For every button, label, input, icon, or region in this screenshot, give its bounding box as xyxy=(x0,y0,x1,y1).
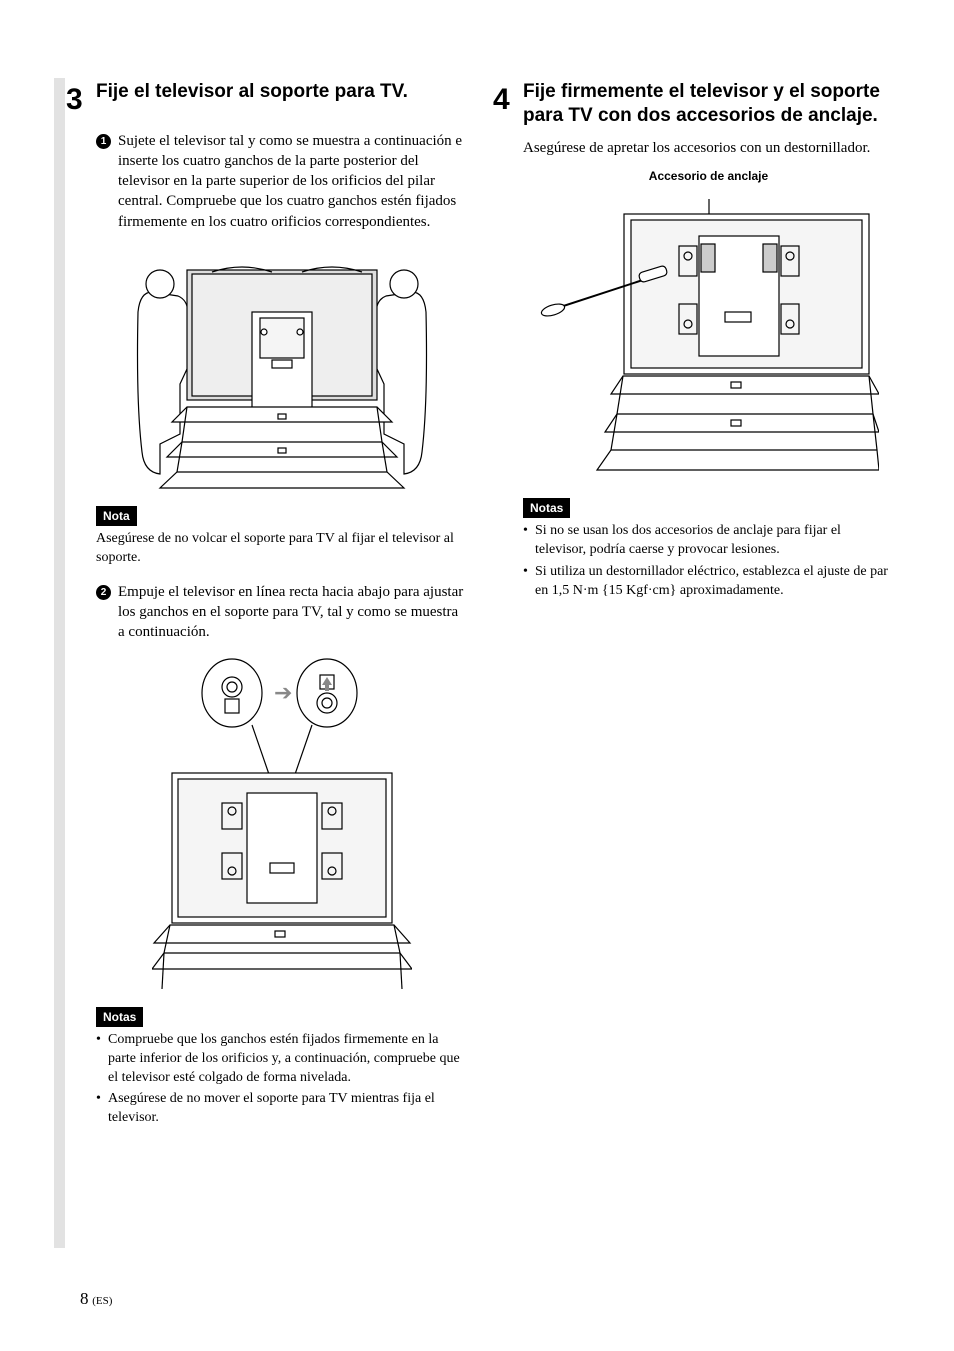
nota-text-1: Asegúrese de no volcar el soporte para T… xyxy=(96,530,467,568)
list-item: Si utiliza un destornillador eléctrico, … xyxy=(523,563,894,601)
step-3-header: 3 Fije el televisor al soporte para TV. xyxy=(80,80,467,121)
notas-list-right: Si no se usan los dos accesorios de ancl… xyxy=(523,522,894,601)
step-number-3: 3 xyxy=(66,80,96,121)
step-4-title: Fije firmemente el televisor y el soport… xyxy=(523,80,894,128)
step-4-para: Asegúrese de apretar los accesorios con … xyxy=(523,138,894,158)
substep-num-icon: 2 xyxy=(96,585,111,600)
substep-3-2: 2 Empuje el televisor en línea recta hac… xyxy=(96,582,467,643)
step-3-title: Fije el televisor al soporte para TV. xyxy=(96,80,408,121)
step-4-body: Asegúrese de apretar los accesorios con … xyxy=(523,138,894,601)
figure-push-down: ➔ xyxy=(96,653,467,993)
list-item: Compruebe que los ganchos estén fijados … xyxy=(96,1031,467,1088)
left-column: 3 Fije el televisor al soporte para TV. … xyxy=(80,80,467,1131)
svg-text:➔: ➔ xyxy=(274,680,292,705)
page-lang: (ES) xyxy=(92,1295,112,1307)
nota-label-1: Nota xyxy=(96,506,137,526)
margin-sidebar xyxy=(54,78,65,1248)
step-3-body: 1 Sujete el televisor tal y como se mues… xyxy=(96,131,467,1129)
step-number-4: 4 xyxy=(493,80,523,128)
right-column: 4 Fije firmemente el televisor y el sopo… xyxy=(507,80,894,1131)
substep-3-1: 1 Sujete el televisor tal y como se mues… xyxy=(96,131,467,232)
list-item: Asegúrese de no mover el soporte para TV… xyxy=(96,1090,467,1128)
notas-label-right: Notas xyxy=(523,498,570,518)
figure-caption: Accesorio de anclaje xyxy=(523,168,894,184)
substep-3-1-text: Sujete el televisor tal y como se muestr… xyxy=(118,131,467,232)
step-4-header: 4 Fije firmemente el televisor y el sopo… xyxy=(507,80,894,128)
page-num-value: 8 xyxy=(80,1289,89,1308)
substep-num-icon: 1 xyxy=(96,134,111,149)
substep-3-2-text: Empuje el televisor en línea recta hacia… xyxy=(118,582,467,643)
figure-anchor xyxy=(523,194,894,484)
page-number: 8 (ES) xyxy=(80,1288,112,1311)
list-item: Si no se usan los dos accesorios de ancl… xyxy=(523,522,894,560)
notas-label-2: Notas xyxy=(96,1007,143,1027)
notas-list-2: Compruebe que los ganchos estén fijados … xyxy=(96,1031,467,1128)
figure-attach-tv xyxy=(96,242,467,492)
two-column-layout: 3 Fije el televisor al soporte para TV. … xyxy=(80,80,894,1131)
